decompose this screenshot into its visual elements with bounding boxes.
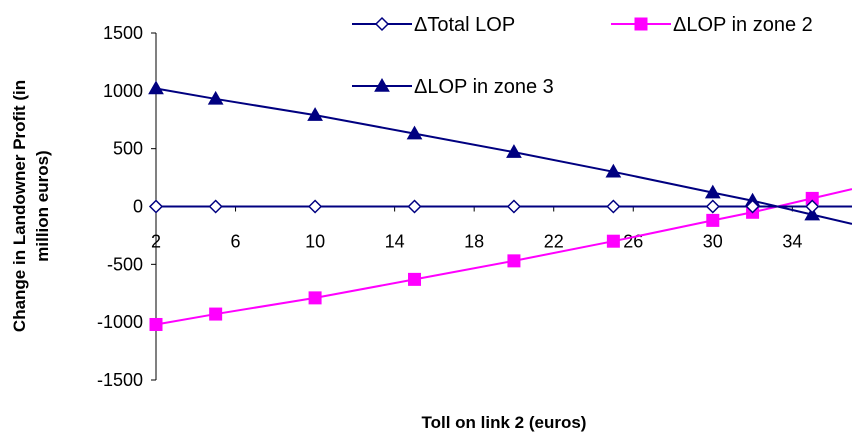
y-tick-label: -1500 [97,370,143,390]
legend-marker [634,17,648,31]
legend-label: ΔLOP in zone 2 [673,14,813,36]
x-tick-label: 26 [623,232,643,252]
data-point [208,199,223,214]
y-axis-title-line-2: million euros) [33,150,52,261]
data-point [149,317,163,331]
series-layer [148,80,852,331]
data-point [406,125,423,140]
legend-marker [374,77,390,92]
series-1 [148,199,852,214]
y-axis: 1500 1000 500 0 -500 -1000 -1500 [97,23,157,390]
y-tick-group: 1500 1000 500 0 -500 -1000 -1500 [97,23,156,390]
data-point [506,199,522,214]
data-point [507,254,521,268]
y-tick-label: -500 [107,254,143,274]
data-point [804,206,821,221]
data-point [606,234,620,248]
series-line [155,188,852,326]
data-point [308,291,322,305]
y-tick-label: 0 [133,197,143,217]
y-tick-label: 500 [113,139,143,159]
x-tick-group: 26101418222630343 [151,206,802,252]
legend-marker [374,16,390,32]
x-tick-label: 2 [151,232,161,252]
series-3 [148,80,852,225]
data-point [148,80,164,95]
y-axis-title-line-1: Change in Landowner Profit (in [10,80,29,332]
data-point [148,199,164,214]
x-tick-label: 6 [231,232,241,252]
data-point [408,272,422,286]
data-point [706,213,720,227]
legend: ΔTotal LOP ΔLOP in zone 2 ΔLOP in zone 3 [352,14,813,98]
x-tick-label: 18 [464,232,484,252]
data-point [745,199,760,214]
data-point [606,199,621,214]
data-point [704,184,721,199]
legend-item: ΔLOP in zone 2 [611,14,813,36]
data-point [308,199,323,214]
legend-item: ΔTotal LOP [352,14,515,36]
y-tick-label: 1000 [103,81,143,101]
data-point [407,199,422,214]
x-tick-label: 14 [385,232,405,252]
y-axis-title: Change in Landowner Profit (in million eu… [10,80,52,332]
data-point [705,199,720,214]
data-point [207,90,224,105]
y-tick-label: 1500 [103,23,143,43]
data-point [307,107,323,121]
x-tick-label: 22 [544,232,564,252]
data-point [805,199,820,214]
legend-label: ΔTotal LOP [414,14,515,36]
data-point [209,307,223,321]
series-line [155,87,852,225]
legend-item: ΔLOP in zone 3 [352,76,554,98]
x-tick-label: 30 [703,232,723,252]
data-point [506,144,522,158]
x-axis-title: Toll on link 2 (euros) [422,413,587,432]
series-2 [149,188,852,331]
x-axis: 26101418222630343 [151,206,852,252]
x-tick-label: 34 [782,232,802,252]
x-tick-label: 10 [305,232,325,252]
legend-label: ΔLOP in zone 3 [414,76,554,98]
y-tick-label: -1000 [97,312,143,332]
data-point [605,163,622,178]
